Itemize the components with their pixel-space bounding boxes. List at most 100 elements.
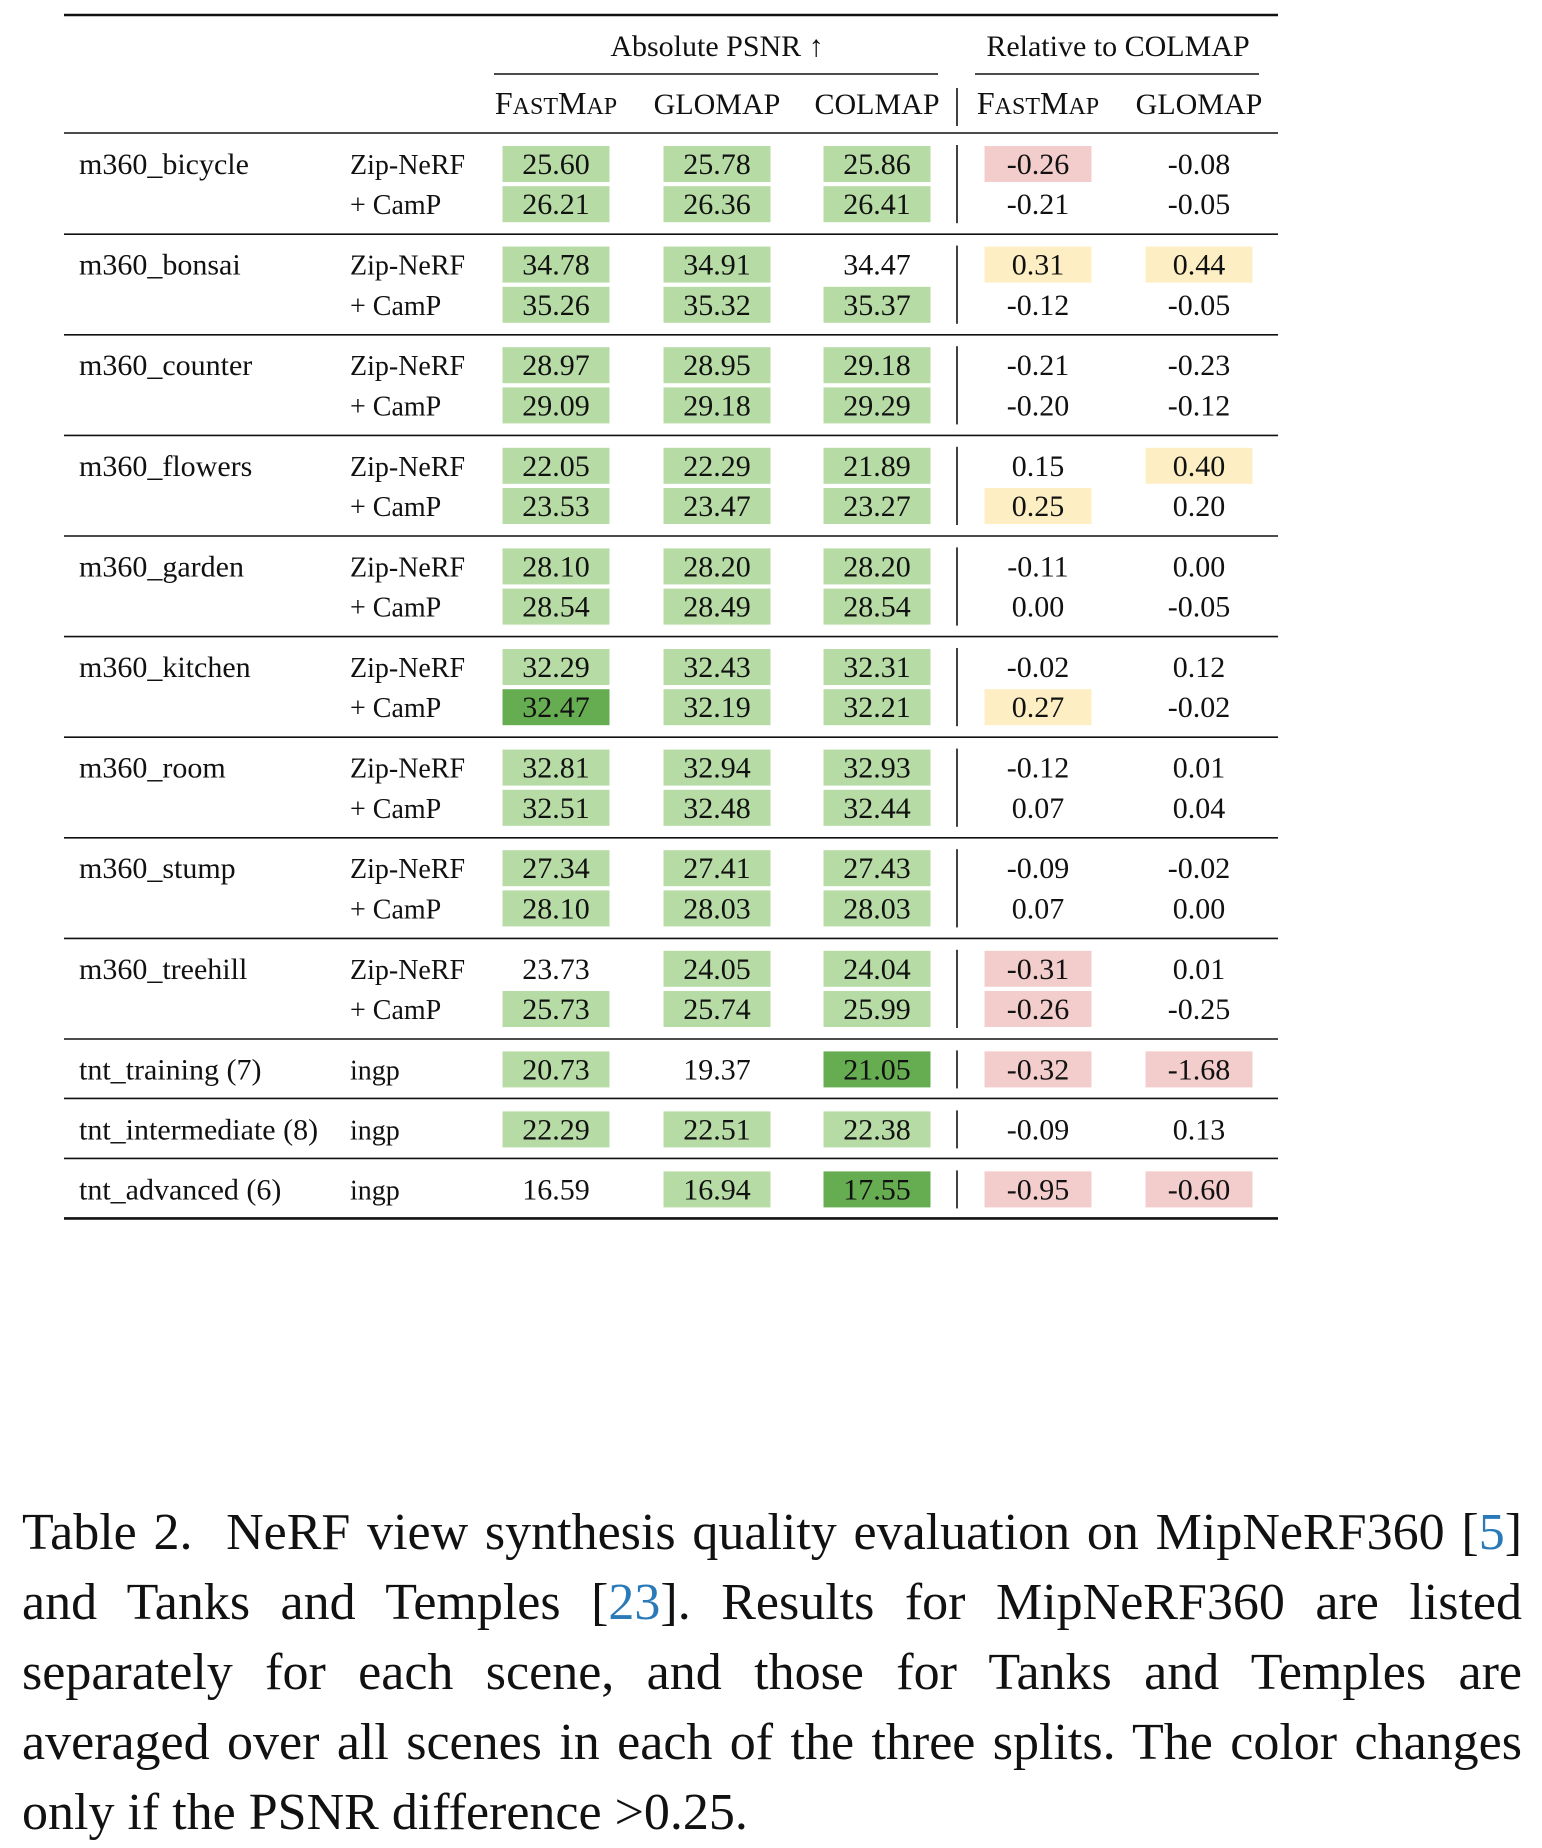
method-label: Zip-NeRF: [350, 251, 465, 282]
cell-highlight-light: [823, 950, 931, 987]
method-label: Zip-NeRF: [350, 351, 465, 382]
cell-highlight-light: [502, 890, 610, 927]
cell-highlight-light: [663, 286, 771, 323]
cell-highlight-light: [823, 689, 931, 726]
psnr-value: 28.54: [522, 591, 590, 624]
relative-value: -0.20: [1007, 389, 1070, 422]
psnr-value: 23.27: [843, 490, 911, 523]
relative-value: -0.25: [1168, 993, 1231, 1026]
cell-highlight-light: [663, 850, 771, 887]
psnr-value: 26.21: [522, 188, 590, 221]
cell-highlight-red: [984, 146, 1092, 182]
psnr-value: 25.74: [683, 993, 751, 1026]
cell-highlight-light: [663, 588, 771, 625]
results-table: Absolute PSNR ↑ Relative to COLMAP FASTMAP…: [64, 13, 1278, 1220]
psnr-value: 25.99: [843, 993, 911, 1026]
relative-value: 0.13: [1173, 1113, 1226, 1146]
col-header-abs-fastmap: FASTMAP: [495, 85, 617, 121]
psnr-value: 32.51: [522, 792, 590, 825]
relative-value: 0.01: [1173, 752, 1226, 785]
method-label: ingp: [350, 1055, 400, 1086]
cell-highlight-yellow: [984, 689, 1092, 726]
method-label: Zip-NeRF: [350, 955, 465, 986]
psnr-value: 28.03: [683, 892, 751, 925]
cell-highlight-light: [502, 246, 610, 283]
cell-highlight-light: [502, 1051, 610, 1088]
relative-value: 0.15: [1012, 450, 1065, 483]
psnr-value: 22.51: [683, 1113, 751, 1146]
relative-value: 0.07: [1012, 792, 1065, 825]
cell-highlight-light: [663, 488, 771, 524]
header-relative-colmap: Relative to COLMAP: [986, 30, 1249, 63]
cell-highlight-light: [663, 649, 771, 685]
psnr-value: 28.49: [683, 591, 751, 624]
cell-highlight-light: [663, 447, 771, 484]
cell-highlight-light: [663, 548, 771, 585]
relative-value: -0.02: [1168, 852, 1231, 885]
psnr-value: 25.86: [843, 148, 911, 181]
relative-value: 0.07: [1012, 892, 1065, 925]
method-label: + CamP: [350, 391, 441, 422]
relative-value: 0.04: [1173, 792, 1226, 825]
scene-label: m360_bonsai: [79, 249, 241, 282]
psnr-value: 28.20: [683, 550, 751, 583]
cell-highlight-light: [823, 789, 931, 826]
psnr-value: 32.31: [843, 651, 911, 684]
psnr-value: 24.04: [843, 953, 911, 986]
method-label: + CamP: [350, 593, 441, 624]
relative-value: -0.09: [1007, 1113, 1070, 1146]
method-label: + CamP: [350, 794, 441, 825]
psnr-value: 29.29: [843, 389, 911, 422]
relative-value: -0.26: [1007, 993, 1070, 1026]
psnr-value: 28.95: [683, 349, 751, 382]
col-header-rel-fastmap: FASTMAP: [977, 85, 1099, 121]
cell-highlight-light: [823, 1111, 931, 1148]
relative-value: -0.05: [1168, 591, 1231, 624]
method-label: + CamP: [350, 190, 441, 221]
psnr-value: 28.54: [843, 591, 911, 624]
method-label: ingp: [350, 1115, 400, 1146]
cell-highlight-light: [502, 387, 610, 424]
relative-value: -0.21: [1007, 188, 1070, 221]
method-label: Zip-NeRF: [350, 150, 465, 181]
caption-text-1: NeRF view synthesis quality evaluation o…: [226, 1504, 1479, 1561]
cell-highlight-light: [823, 649, 931, 685]
cell-highlight-light: [502, 1111, 610, 1148]
cell-highlight-light: [663, 789, 771, 826]
cell-highlight-red: [984, 950, 1092, 987]
psnr-value: 20.73: [522, 1053, 590, 1086]
relative-value: -0.21: [1007, 349, 1070, 382]
citation-link-5[interactable]: 5: [1478, 1504, 1505, 1561]
psnr-value: 29.18: [683, 389, 751, 422]
relative-value: -0.95: [1007, 1173, 1070, 1206]
relative-value: 0.27: [1012, 691, 1065, 724]
header-absolute-psnr: Absolute PSNR ↑: [610, 30, 823, 63]
method-label: + CamP: [350, 291, 441, 322]
cell-highlight-light: [823, 146, 931, 182]
method-label: ingp: [350, 1175, 400, 1206]
psnr-value: 32.19: [683, 691, 751, 724]
psnr-value: 27.34: [522, 852, 590, 885]
cell-highlight-light: [823, 548, 931, 585]
relative-value: 0.00: [1173, 892, 1226, 925]
table-caption: Table 2. NeRF view synthesis quality eva…: [22, 1498, 1522, 1848]
citation-link-23[interactable]: 23: [608, 1574, 661, 1631]
relative-value: -0.26: [1007, 148, 1070, 181]
relative-value: -0.09: [1007, 852, 1070, 885]
cell-highlight-light: [502, 789, 610, 826]
psnr-value: 32.81: [522, 752, 590, 785]
cell-highlight-light: [823, 850, 931, 887]
psnr-value: 32.29: [522, 651, 590, 684]
cell-highlight-yellow: [1145, 246, 1253, 283]
cell-highlight-light: [502, 186, 610, 223]
relative-value: -0.11: [1007, 550, 1068, 583]
relative-value: 0.01: [1173, 953, 1226, 986]
cell-highlight-light: [502, 588, 610, 625]
cell-highlight-red: [1145, 1171, 1253, 1208]
relative-value: -0.05: [1168, 188, 1231, 221]
col-header-abs-colmap: COLMAP: [814, 88, 939, 121]
cell-highlight-light: [823, 286, 931, 323]
cell-highlight-light: [823, 890, 931, 927]
psnr-value: 22.29: [522, 1113, 590, 1146]
scene-label: m360_counter: [79, 349, 252, 382]
